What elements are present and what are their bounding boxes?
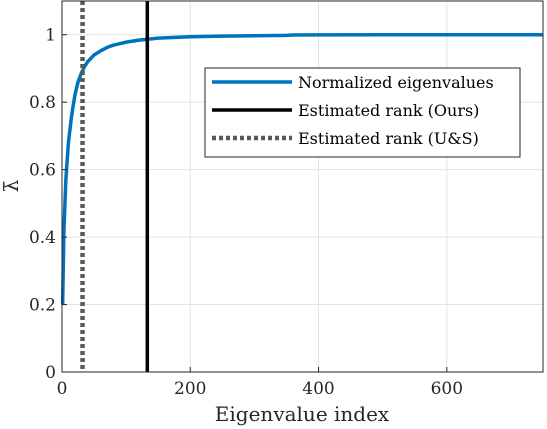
x-tick-label: 0	[57, 379, 68, 399]
x-tick-label: 600	[431, 379, 463, 399]
y-tick-label: 1	[45, 26, 56, 46]
x-tick-label: 200	[174, 379, 206, 399]
legend-label-normalized: Normalized eigenvalues	[298, 73, 494, 92]
x-axis-label: Eigenvalue index	[215, 402, 390, 426]
y-tick-label: 0	[45, 363, 56, 383]
axes-box	[61, 0, 544, 373]
legend-label-ours: Estimated rank (Ours)	[298, 101, 479, 120]
y-tick-label: 0.8	[29, 93, 56, 113]
grid	[61, 1, 543, 373]
ticks: 0 200 400 600 0 0.2 0.4 0.6 0.8 1	[29, 26, 463, 399]
series-layer	[60, 1, 543, 372]
y-tick-label: 0.2	[29, 296, 56, 316]
legend: Normalized eigenvalues Estimated rank (O…	[204, 67, 521, 158]
legend-label-us: Estimated rank (U&S)	[298, 129, 479, 148]
series-line-normalized-eigenvalues	[60, 32, 543, 305]
x-tick-label: 400	[302, 379, 334, 399]
y-tick-label: 0.4	[29, 228, 56, 248]
y-tick-label: 0.6	[29, 161, 56, 181]
y-axis-label: λ̄	[0, 179, 23, 192]
